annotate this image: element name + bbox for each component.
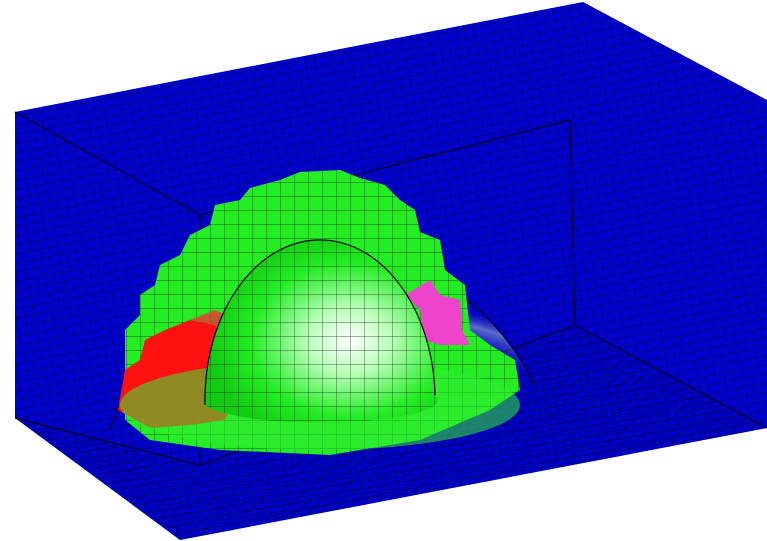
- mesh-render: [0, 0, 767, 541]
- page: [0, 0, 767, 541]
